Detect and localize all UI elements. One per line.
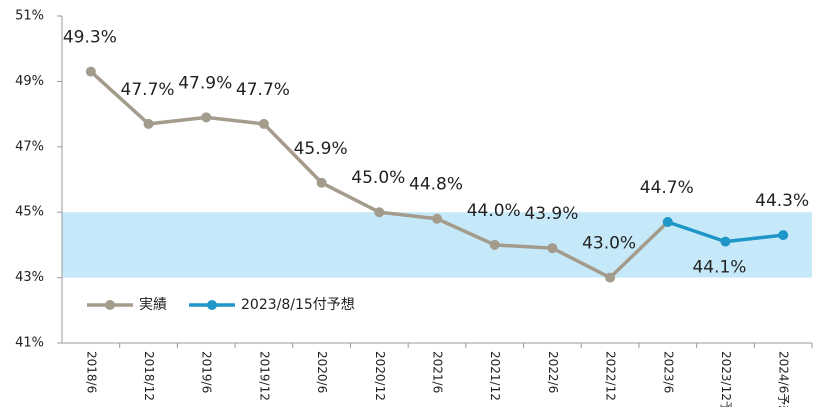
data-point: [547, 243, 558, 254]
y-tick-label: 45%: [15, 205, 44, 220]
y-tick-label: 41%: [15, 336, 44, 351]
x-tick-label: 2021/12: [488, 351, 502, 401]
data-label: 45.9%: [294, 139, 348, 159]
data-label: 44.1%: [692, 258, 746, 278]
data-point: [201, 112, 212, 123]
data-label: 44.3%: [755, 191, 809, 211]
data-point: [778, 230, 789, 241]
data-label: 43.0%: [582, 234, 636, 254]
x-tick-label: 2020/6: [315, 351, 329, 393]
data-label: 49.3%: [63, 28, 117, 48]
legend-marker: [207, 300, 217, 310]
data-label: 45.0%: [351, 168, 405, 188]
data-point: [316, 177, 327, 188]
data-point: [143, 118, 154, 129]
legend-marker: [105, 300, 115, 310]
legend-label: 2023/8/15付予想: [241, 297, 355, 313]
data-label: 47.7%: [236, 80, 290, 100]
data-point: [720, 236, 731, 247]
x-tick-label: 2019/6: [200, 351, 214, 393]
data-label: 44.7%: [640, 178, 694, 198]
x-tick-label: 2019/12: [257, 351, 271, 401]
x-tick-label: 2023/12予想: [719, 351, 734, 407]
x-tick-label: 2018/6: [84, 351, 98, 393]
data-point: [85, 66, 96, 77]
data-point: [432, 213, 442, 224]
data-point: [374, 207, 385, 218]
data-point: [258, 118, 269, 129]
data-label: 44.8%: [409, 175, 463, 195]
x-tick-label: 2021/6: [431, 351, 445, 393]
y-tick-label: 47%: [15, 139, 44, 154]
x-tick-label: 2020/12: [373, 351, 387, 401]
data-label: 47.9%: [178, 73, 232, 93]
data-label: 44.0%: [467, 201, 521, 221]
x-tick-label: 2023/6: [661, 351, 675, 393]
data-point: [662, 217, 673, 228]
legend-label: 実績: [139, 297, 167, 313]
y-tick-label: 43%: [15, 270, 44, 285]
x-tick-label: 2022/6: [546, 351, 560, 393]
data-point: [605, 272, 616, 283]
y-tick-label: 51%: [15, 9, 44, 24]
data-label: 47.7%: [121, 80, 175, 100]
x-tick-label: 2018/12: [142, 351, 156, 401]
x-tick-label: 2022/12: [604, 351, 618, 401]
x-tick-label: 2024/6予想: [777, 351, 792, 407]
y-tick-label: 49%: [15, 74, 44, 89]
data-point: [489, 239, 500, 250]
data-label: 43.9%: [524, 204, 578, 224]
